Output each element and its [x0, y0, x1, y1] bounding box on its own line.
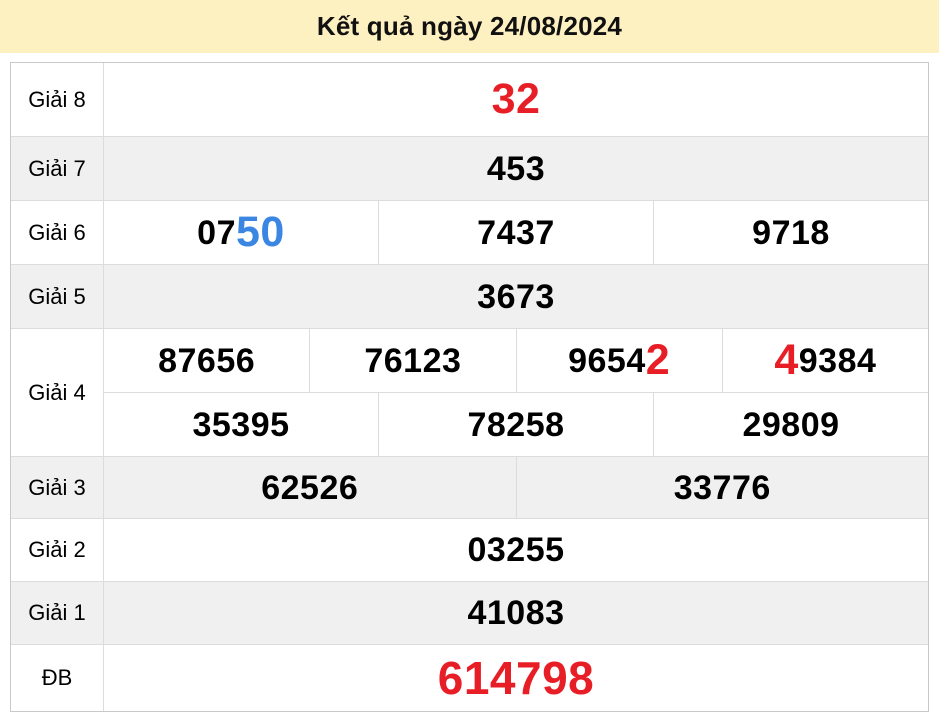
prize-number-cell: 4 9384: [721, 329, 928, 392]
prize-number-cell: 614798: [104, 645, 928, 711]
prize-number-cell: 76123: [309, 329, 515, 392]
prize-number: 9654 2: [568, 339, 670, 382]
prize-number-cell: 32: [104, 63, 928, 136]
prize-number: 453: [487, 152, 545, 186]
prize-number-part: 453: [486, 149, 546, 188]
prize-number-part: 614798: [437, 652, 595, 704]
prize-number-part: 07: [197, 213, 236, 252]
prize-sub-row: 614798: [104, 645, 928, 711]
prize-row-giai-db: ĐB 614798: [11, 644, 928, 711]
prize-number-cell: 35395: [104, 393, 378, 456]
prize-number: 41083: [467, 596, 564, 630]
prize-row-giai-3: Giải 3 62526 33776: [11, 456, 928, 518]
prize-label-giai-6: Giải 6: [11, 201, 104, 264]
prize-number: 7437: [477, 216, 555, 250]
prize-number: 9718: [752, 216, 830, 250]
prize-number-part: 76123: [364, 341, 462, 380]
prize-number-part: 50: [235, 208, 285, 256]
prize-label-giai-8: Giải 8: [11, 63, 104, 136]
prize-label-giai-db: ĐB: [11, 645, 104, 711]
prize-label-giai-5: Giải 5: [11, 265, 104, 328]
prize-sub-row: 07 50 7437 9718: [104, 201, 928, 264]
prize-sub-row: 03255: [104, 519, 928, 581]
prize-number-part: 3673: [477, 277, 555, 316]
prize-number-part: 32: [491, 75, 541, 123]
prize-values-giai-7: 453: [104, 137, 928, 200]
prize-number-part: 29809: [742, 405, 840, 444]
page-title: Kết quả ngày 24/08/2024: [316, 11, 623, 41]
prize-number-cell: 03255: [104, 519, 928, 581]
prize-number: 62526: [261, 471, 358, 505]
prize-number: 76123: [364, 344, 461, 378]
prize-row-giai-7: Giải 7 453: [11, 136, 928, 200]
prize-number-part: 4: [774, 336, 799, 384]
prize-number-cell: 9718: [653, 201, 928, 264]
prize-sub-row: 453: [104, 137, 928, 200]
prize-sub-row: 87656 76123 9654 2 4 9384: [104, 329, 928, 392]
prize-number-cell: 78258: [378, 393, 653, 456]
prize-values-giai-6: 07 50 7437 9718: [104, 201, 928, 264]
prize-number: 3673: [477, 280, 555, 314]
prize-number: 4 9384: [774, 339, 876, 382]
prize-number-part: 2: [645, 336, 671, 384]
prize-row-giai-2: Giải 2 03255: [11, 518, 928, 581]
prize-values-giai-1: 41083: [104, 582, 928, 644]
prize-values-giai-5: 3673: [104, 265, 928, 328]
prize-sub-row: 35395 78258 29809: [104, 392, 928, 456]
prize-values-giai-4: 87656 76123 9654 2 4 9384 35395 78258 29809: [104, 329, 928, 456]
prize-number: 614798: [438, 655, 595, 701]
prize-number: 35395: [192, 408, 289, 442]
prize-number-part: 9384: [798, 341, 877, 380]
prize-row-giai-6: Giải 6 07 50 7437 9718: [11, 200, 928, 264]
prize-number: 32: [492, 78, 541, 121]
prize-number-part: 35395: [192, 405, 290, 444]
prize-number-part: 7437: [477, 213, 555, 252]
result-header: Kết quả ngày 24/08/2024: [0, 0, 939, 53]
prize-number: 07 50: [197, 211, 285, 254]
prize-sub-row: 32: [104, 63, 928, 136]
prize-number: 87656: [158, 344, 255, 378]
prize-label-giai-4: Giải 4: [11, 329, 104, 456]
prize-label-giai-2: Giải 2: [11, 519, 104, 581]
prize-number-cell: 87656: [104, 329, 309, 392]
prize-values-giai-3: 62526 33776: [104, 457, 928, 518]
prize-number-part: 78258: [467, 405, 565, 444]
prize-values-giai-2: 03255: [104, 519, 928, 581]
prize-label-giai-1: Giải 1: [11, 582, 104, 644]
prize-row-giai-8: Giải 8 32: [11, 63, 928, 136]
prize-sub-row: 3673: [104, 265, 928, 328]
prize-number-cell: 3673: [104, 265, 928, 328]
prize-number-cell: 33776: [515, 457, 929, 518]
results-table: Giải 8 32 Giải 7 453 Giải 6 07 50 7437 9718 Giải …: [10, 62, 929, 712]
prize-number: 29809: [742, 408, 839, 442]
prize-label-giai-3: Giải 3: [11, 457, 104, 518]
prize-number-cell: 7437: [378, 201, 653, 264]
prize-number-part: 62526: [261, 468, 359, 507]
prize-number-cell: 41083: [104, 582, 928, 644]
prize-number-cell: 07 50: [104, 201, 378, 264]
prize-row-giai-5: Giải 5 3673: [11, 264, 928, 328]
prize-row-giai-4: Giải 4 87656 76123 9654 2 4 9384 35395 78258 2980…: [11, 328, 928, 456]
prize-number: 33776: [674, 471, 771, 505]
prize-row-giai-1: Giải 1 41083: [11, 581, 928, 644]
prize-number-cell: 62526: [104, 457, 516, 518]
prize-number: 03255: [467, 533, 564, 567]
prize-number-part: 33776: [673, 468, 771, 507]
prize-number-part: 9654: [568, 341, 646, 380]
prize-number-cell: 453: [104, 137, 928, 200]
prize-number-cell: 29809: [653, 393, 928, 456]
prize-values-giai-db: 614798: [104, 645, 928, 711]
prize-sub-row: 41083: [104, 582, 928, 644]
prize-number-part: 41083: [467, 594, 565, 632]
prize-label-giai-7: Giải 7: [11, 137, 104, 200]
prize-number-cell: 9654 2: [515, 329, 722, 392]
prize-number: 78258: [467, 408, 564, 442]
prize-sub-row: 62526 33776: [104, 457, 928, 518]
prize-number-part: 87656: [158, 341, 256, 380]
prize-number-part: 9718: [752, 213, 830, 252]
prize-number-part: 03255: [467, 531, 565, 569]
prize-values-giai-8: 32: [104, 63, 928, 136]
